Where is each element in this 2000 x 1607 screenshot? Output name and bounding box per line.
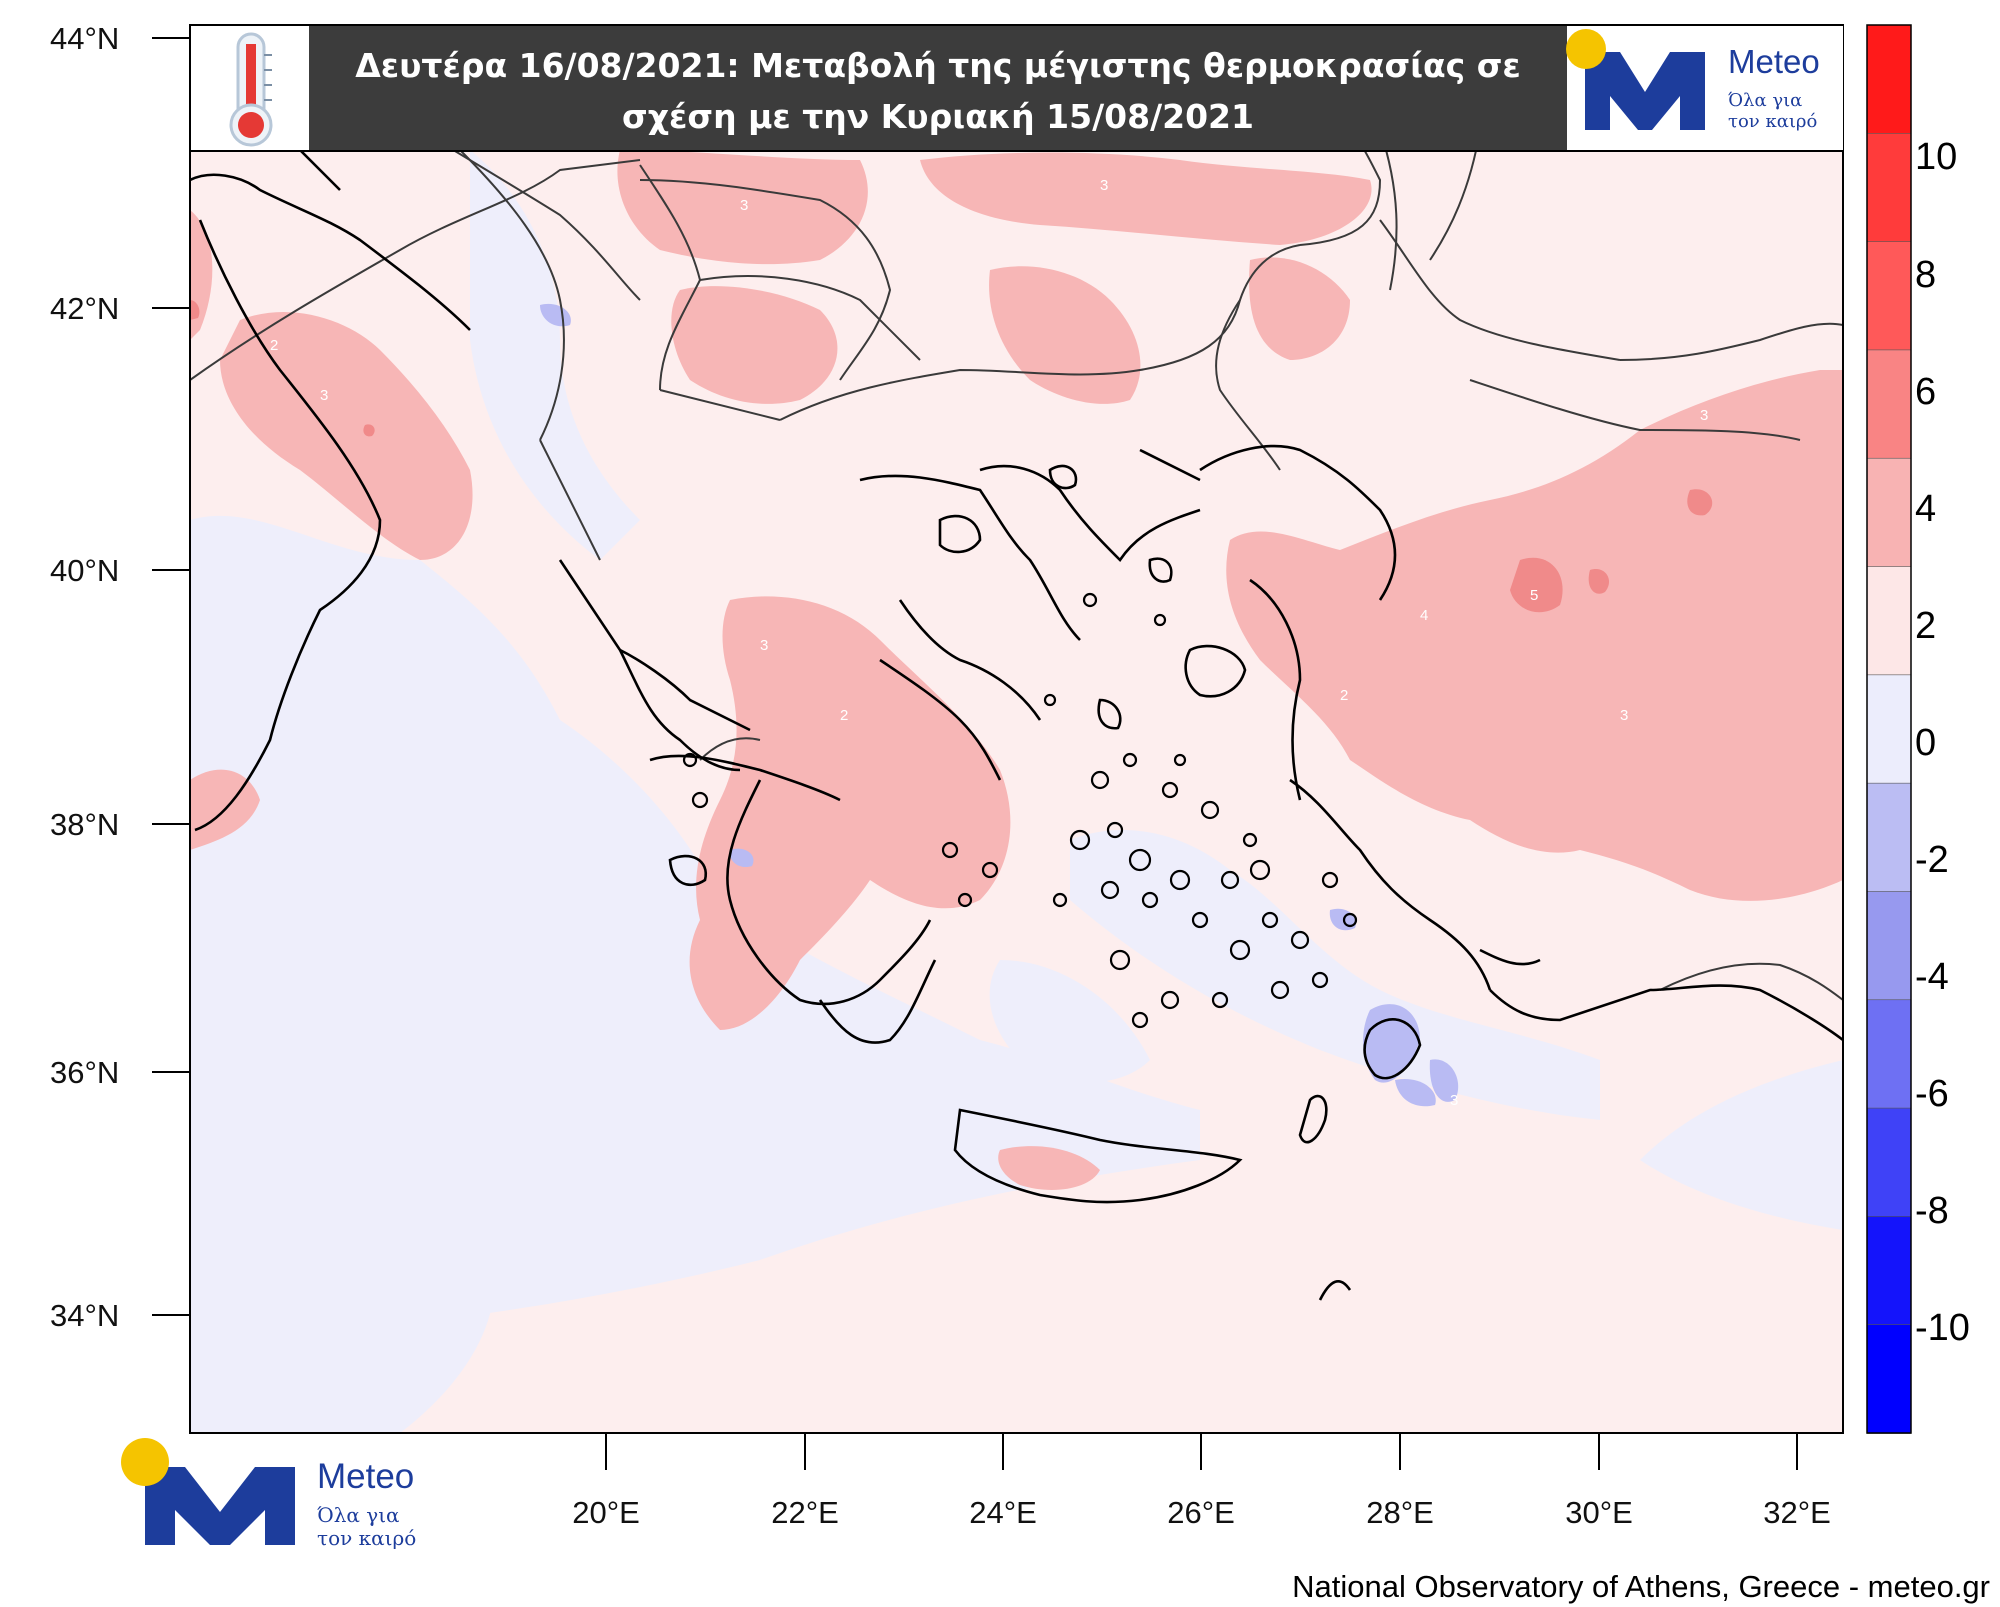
- title-line-1: Δευτέρα 16/08/2021: Μεταβολή της μέγιστη…: [355, 46, 1521, 85]
- latitude-axis: [152, 37, 190, 1316]
- colorbar-label: -6: [1915, 1073, 1949, 1115]
- brand-tagline-2: τον καιρό: [317, 1526, 416, 1550]
- lat-tick-label: 38°N: [50, 807, 119, 842]
- colorbar-segment: [1866, 674, 1912, 784]
- lon-tick-label: 22°E: [771, 1495, 839, 1530]
- sun-icon: [121, 1438, 169, 1486]
- colorbar-segment: [1866, 133, 1912, 243]
- colorbar-segment: [1866, 24, 1912, 135]
- brand-tagline-1: Όλα για: [1728, 90, 1802, 111]
- title-banner: Δευτέρα 16/08/2021: Μεταβολή της μέγιστη…: [191, 26, 1843, 151]
- colorbar-label: 0: [1915, 722, 1936, 764]
- colorbar-label: -4: [1915, 956, 1949, 998]
- colorbar-segments: [1866, 24, 1912, 1434]
- colorbar-label: -2: [1915, 839, 1949, 881]
- colorbar-labels: 10 8 6 4 2 0 -2 -4 -6 -8 -10: [1915, 136, 1970, 1349]
- lat-tick-label: 44°N: [50, 21, 119, 56]
- contour-label: 2: [1340, 687, 1348, 704]
- sun-icon: [1566, 29, 1606, 69]
- contour-label: 3: [1100, 177, 1108, 194]
- colorbar-label: 6: [1915, 371, 1936, 413]
- cool-regions: [190, 150, 1843, 1433]
- contour-label: 3: [1620, 707, 1628, 724]
- lon-tick-label: 30°E: [1565, 1495, 1633, 1530]
- colorbar-label: 2: [1915, 605, 1936, 647]
- lon-tick-label: 32°E: [1763, 1495, 1831, 1530]
- title-line-2: σχέση με την Κυριακή 15/08/2021: [622, 97, 1254, 136]
- contour-label: 3: [1700, 407, 1708, 424]
- warmer-spots: [190, 300, 1713, 613]
- aegean-islands: [682, 592, 1358, 1029]
- brand-tagline-2: τον καιρό: [1728, 111, 1817, 132]
- longitude-axis: [605, 1433, 1798, 1470]
- title-background: [309, 26, 1567, 151]
- contour-label: 3: [740, 197, 748, 214]
- colorbar-frame: [1866, 24, 1912, 1434]
- colorbar-segment: [1866, 782, 1912, 893]
- lon-tick-label: 20°E: [572, 1495, 640, 1530]
- contour-label: 2: [840, 707, 848, 724]
- colorbar: 10 8 6 4 2 0 -2 -4 -6 -8 -10: [1866, 24, 1970, 1434]
- meteo-logo-top: Meteo Όλα για τον καιρό: [1566, 29, 1820, 132]
- contour-label: 3: [1450, 1092, 1458, 1109]
- colorbar-label: 8: [1915, 254, 1936, 296]
- contour-label: 5: [1530, 587, 1538, 604]
- brand-name: Meteo: [317, 1457, 414, 1496]
- thermometer-icon: [229, 32, 273, 147]
- map-frame: [189, 24, 1844, 1434]
- lon-tick-label: 26°E: [1167, 1495, 1235, 1530]
- colorbar-segment: [1866, 349, 1912, 460]
- lat-tick-label: 42°N: [50, 291, 119, 326]
- coastlines: [190, 144, 1843, 1301]
- credit-text: National Observatory of Athens, Greece -…: [1292, 1569, 1990, 1604]
- colorbar-label: -10: [1915, 1307, 1970, 1349]
- brand-name: Meteo: [1728, 43, 1820, 80]
- contour-label: 2: [270, 337, 278, 354]
- map-plot-area: 2 3 3 3 3 2 4 5 3 3 2 3: [190, 25, 1843, 1433]
- colorbar-segment: [1866, 1216, 1912, 1326]
- lat-tick-label: 34°N: [50, 1298, 119, 1333]
- contour-label: 4: [1420, 607, 1428, 624]
- longitude-labels: 20°E 22°E 24°E 26°E 28°E 30°E 32°E: [572, 1495, 1831, 1530]
- contour-labels: 2 3 3 3 3 2 4 5 3 3 2 3: [270, 177, 1708, 1109]
- colorbar-segment: [1866, 1324, 1912, 1434]
- colorbar-segment: [1866, 1107, 1912, 1218]
- meteo-m-icon: [1585, 52, 1705, 130]
- lat-tick-label: 40°N: [50, 553, 119, 588]
- colorbar-segment: [1866, 999, 1912, 1109]
- lon-tick-label: 24°E: [969, 1495, 1037, 1530]
- colorbar-label: -8: [1915, 1190, 1949, 1232]
- colorbar-segment: [1866, 566, 1912, 676]
- meteo-m-icon: [145, 1467, 295, 1545]
- contour-label: 3: [760, 637, 768, 654]
- meteo-logo-bottom: Meteo Όλα για τον καιρό: [121, 1438, 416, 1550]
- latitude-labels: 44°N 42°N 40°N 38°N 36°N 34°N: [50, 21, 119, 1333]
- lat-tick-label: 36°N: [50, 1055, 119, 1090]
- colorbar-segment: [1866, 241, 1912, 351]
- lon-tick-label: 28°E: [1366, 1495, 1434, 1530]
- colorbar-label: 10: [1915, 136, 1957, 178]
- contour-label: 3: [320, 387, 328, 404]
- colorbar-segment: [1866, 891, 1912, 1001]
- colorbar-segment: [1866, 457, 1912, 568]
- brand-tagline-1: Όλα για: [317, 1503, 400, 1527]
- colorbar-label: 4: [1915, 488, 1936, 530]
